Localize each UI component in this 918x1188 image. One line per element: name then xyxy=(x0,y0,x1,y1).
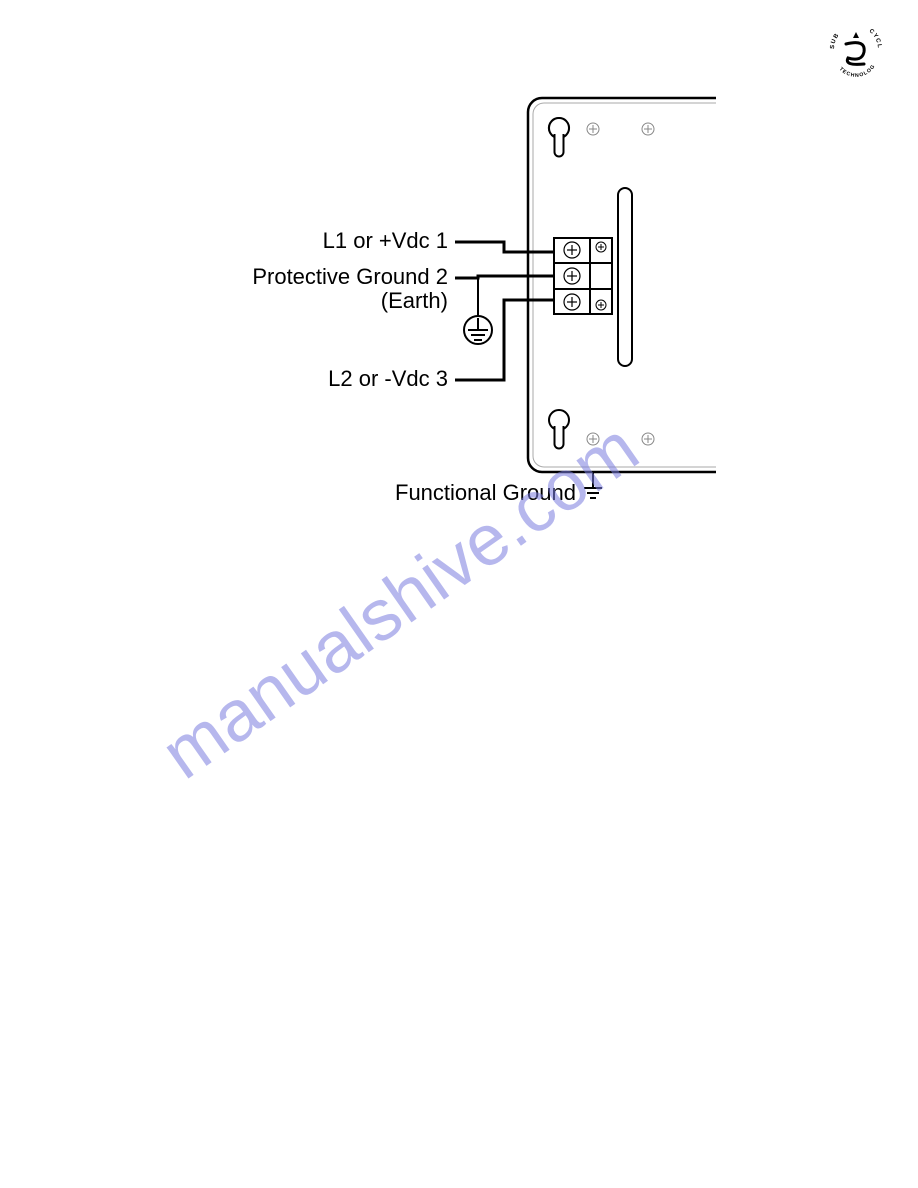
label-protective-ground-line2: (Earth) xyxy=(0,288,448,314)
label-l2: L2 or -Vdc 3 xyxy=(0,366,448,392)
protective-earth-symbol xyxy=(464,316,492,344)
functional-ground-symbol xyxy=(584,488,602,498)
terminal-block xyxy=(554,238,612,314)
label-functional-ground: Functional Ground xyxy=(0,480,576,506)
vent-slot xyxy=(618,188,632,366)
wiring-diagram xyxy=(0,0,918,1188)
page-root: SUB CYCLE TECHNOLOGY xyxy=(0,0,918,1188)
label-protective-ground-line1: Protective Ground 2 xyxy=(0,264,448,290)
label-l1: L1 or +Vdc 1 xyxy=(0,228,448,254)
